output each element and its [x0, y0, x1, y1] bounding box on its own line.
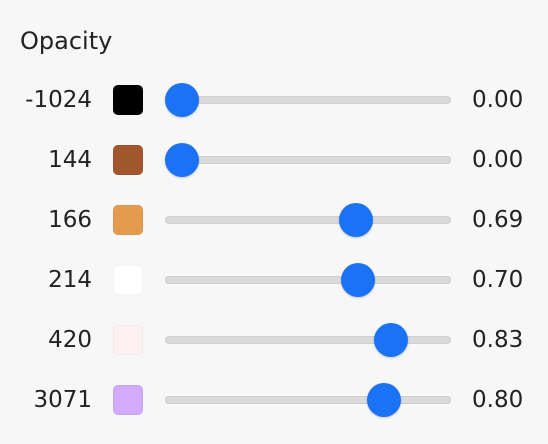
row-label: 3071	[33, 387, 92, 413]
color-swatch[interactable]	[113, 265, 143, 295]
row: 144 0.00	[0, 130, 548, 190]
row-label: 166	[48, 207, 92, 233]
color-swatch[interactable]	[113, 325, 143, 355]
row-label: 144	[48, 147, 92, 173]
opacity-value: 0.00	[472, 147, 524, 173]
row-label: 420	[48, 327, 92, 353]
slider-thumb[interactable]	[338, 203, 373, 237]
slider-thumb[interactable]	[374, 323, 409, 357]
slider-thumb[interactable]	[165, 83, 199, 117]
color-swatch[interactable]	[113, 85, 143, 115]
row: 3071 0.80	[0, 370, 548, 430]
row: -1024 0.00	[0, 70, 548, 130]
color-swatch[interactable]	[113, 205, 143, 235]
opacity-value: 0.69	[472, 207, 524, 233]
color-swatch[interactable]	[113, 145, 143, 175]
opacity-value: 0.70	[472, 267, 524, 293]
slider-track[interactable]	[165, 156, 451, 164]
row-label: -1024	[25, 87, 92, 113]
slider-thumb[interactable]	[341, 263, 376, 297]
row: 166 0.69	[0, 190, 548, 250]
slider-track[interactable]	[165, 396, 451, 404]
row: 420 0.83	[0, 310, 548, 370]
row: 214 0.70	[0, 250, 548, 310]
panel-title: Opacity	[20, 27, 113, 55]
slider-track[interactable]	[165, 216, 451, 224]
slider-track[interactable]	[165, 96, 451, 104]
slider-track[interactable]	[165, 276, 451, 284]
opacity-value: 0.83	[472, 327, 524, 353]
slider-track[interactable]	[165, 336, 451, 344]
color-swatch[interactable]	[113, 385, 143, 415]
opacity-value: 0.80	[472, 387, 524, 413]
slider-thumb[interactable]	[366, 383, 401, 417]
slider-thumb[interactable]	[165, 143, 199, 177]
row-label: 214	[48, 267, 92, 293]
opacity-value: 0.00	[472, 87, 524, 113]
